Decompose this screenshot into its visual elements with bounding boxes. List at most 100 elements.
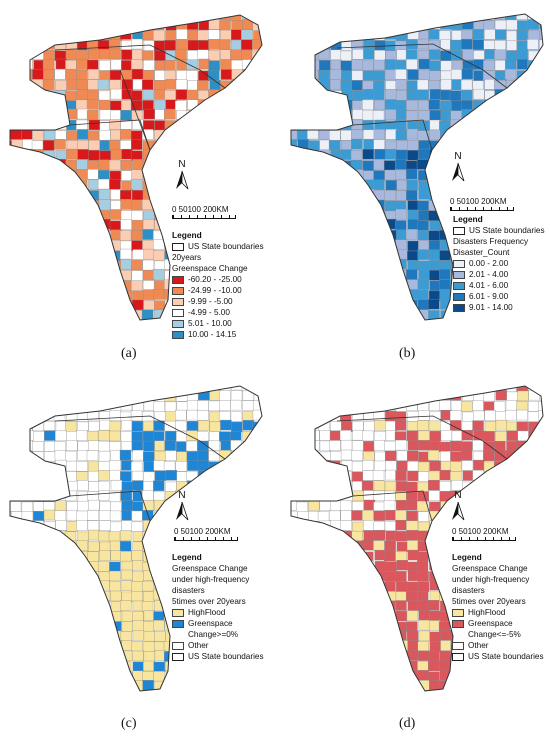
county-cell: [340, 230, 353, 242]
legend-subtitle: disasters: [452, 586, 485, 595]
county-cell: [528, 30, 540, 41]
county-cell: [428, 49, 441, 60]
county-cell: [152, 140, 165, 151]
county-cell: [275, 462, 286, 472]
county-cell: [439, 660, 451, 671]
county-cell: [98, 461, 110, 472]
county-cell: [197, 80, 209, 91]
county-cell: [76, 430, 88, 441]
county-cell: [10, 671, 13, 682]
county-cell: [418, 630, 431, 642]
county-cell: [66, 130, 78, 142]
county-cell: [231, 219, 243, 231]
county-cell: [363, 520, 375, 531]
county-cell: [418, 210, 430, 221]
north-arrow: N: [167, 160, 197, 190]
panel-a: N 0 50100 200KM Legend US State boundarie…: [0, 0, 275, 370]
county-cell: [43, 179, 56, 190]
county-cell: [539, 441, 543, 453]
county-cell: [230, 399, 242, 411]
county-cell: [384, 69, 397, 81]
county-cell: [428, 651, 440, 662]
county-cell: [241, 489, 254, 501]
county-cell: [88, 20, 100, 32]
county-cell: [362, 148, 374, 160]
county-cell: [291, 461, 298, 472]
county-cell: [197, 670, 209, 681]
county-cell: [340, 130, 353, 141]
county-cell: [198, 218, 210, 230]
county-cell: [418, 110, 430, 121]
county-cell: [242, 411, 254, 422]
county-cell: [341, 386, 353, 393]
county-cell: [462, 19, 474, 30]
county-cell: [439, 441, 451, 453]
county-cell: [131, 190, 144, 201]
county-cell: [55, 260, 67, 272]
county-cell: [230, 390, 243, 401]
county-cell: [220, 110, 232, 121]
county-cell: [352, 651, 364, 662]
county-cell: [87, 300, 99, 311]
county-cell: [406, 520, 418, 531]
county-cell: [264, 672, 275, 682]
county-cell: [351, 259, 364, 271]
county-cell: [440, 100, 452, 111]
county-cell: [10, 630, 12, 642]
county-cell: [440, 310, 453, 320]
county-cell: [230, 150, 242, 162]
county-cell: [385, 309, 397, 320]
county-cell: [276, 230, 287, 240]
county-cell: [121, 371, 132, 381]
legend-item: 5.01 - 10.00: [172, 318, 264, 329]
county-cell: [494, 470, 506, 482]
county-cell: [187, 89, 199, 101]
county-cell: [165, 79, 178, 90]
county-cell: [275, 309, 286, 319]
county-cell: [307, 89, 320, 100]
county-cell: [308, 430, 320, 441]
county-cell: [461, 0, 472, 10]
county-cell: [440, 14, 452, 21]
county-cell: [307, 569, 319, 581]
county-cell: [154, 70, 166, 81]
county-cell: [10, 679, 22, 691]
county-cell: [428, 600, 440, 611]
county-cell: [33, 250, 45, 262]
county-cell: [220, 501, 232, 513]
county-cell: [77, 259, 89, 271]
county-cell: [32, 551, 44, 563]
legend-title: Legend: [453, 214, 483, 224]
county-cell: [375, 320, 386, 330]
county-cell: [319, 401, 331, 412]
county-cell: [240, 130, 253, 141]
county-cell: [253, 169, 262, 180]
county-cell: [440, 640, 452, 651]
county-cell: [318, 389, 331, 401]
county-cell: [406, 581, 419, 592]
county-cell: [264, 401, 275, 411]
county-cell: [296, 300, 308, 312]
county-cell: [176, 130, 189, 141]
county-cell: [351, 270, 364, 281]
county-cell: [186, 471, 198, 482]
legend-swatch: [172, 642, 184, 650]
county-cell: [363, 38, 375, 50]
county-cell: [218, 219, 231, 231]
county-cell: [306, 69, 319, 81]
county-cell: [452, 371, 463, 381]
legend-subtitle: 5times over 20years: [452, 597, 526, 606]
county-cell: [33, 400, 45, 412]
county-cell: [308, 599, 321, 611]
county-cell: [253, 491, 262, 502]
county-cell: [307, 621, 319, 632]
county-cell: [87, 620, 99, 631]
county-cell: [175, 15, 188, 20]
county-cell: [21, 620, 33, 631]
county-cell: [307, 561, 319, 573]
county-cell: [88, 390, 100, 401]
county-cell: [21, 580, 34, 591]
county-cell: [440, 460, 453, 472]
county-cell: [374, 40, 386, 51]
county-cell: [291, 260, 298, 271]
